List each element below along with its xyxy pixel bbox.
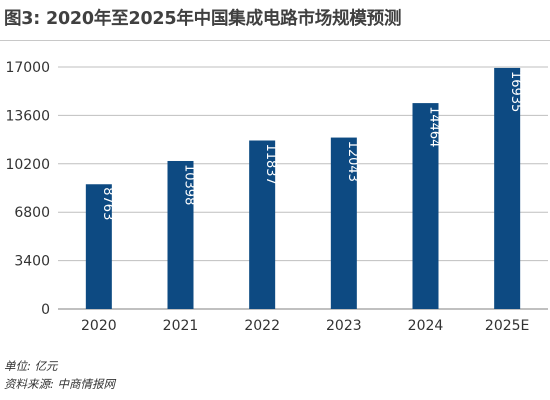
bar-value-labels: 8763 10398 11837 12043 14464 16935 xyxy=(100,71,523,220)
bar xyxy=(412,103,439,309)
x-tick-label: 2023 xyxy=(326,318,362,334)
x-tick-label: 2025E xyxy=(485,318,529,334)
x-tick-label: 2024 xyxy=(408,318,444,334)
bar-value-label: 10398 xyxy=(182,164,197,205)
bars xyxy=(85,67,521,309)
y-tick-label: 3400 xyxy=(14,254,50,270)
y-tick-label: 10200 xyxy=(5,157,50,173)
bar-value-label: 8763 xyxy=(100,187,115,220)
bar xyxy=(85,184,112,309)
bar xyxy=(167,160,194,309)
bar-value-label: 16935 xyxy=(508,71,523,112)
x-axis-ticks: 2020 2021 2022 2023 2024 2025E xyxy=(81,318,529,334)
x-tick-label: 2022 xyxy=(244,318,280,334)
bar xyxy=(494,67,521,309)
bar-value-label: 11837 xyxy=(263,143,278,184)
title-divider xyxy=(0,40,550,41)
source-note: 资料来源: 中商情报网 xyxy=(4,377,116,391)
y-tick-label: 0 xyxy=(41,302,50,318)
y-tick-label: 13600 xyxy=(5,108,50,124)
bar-value-label: 12043 xyxy=(345,141,360,182)
bar xyxy=(330,137,357,309)
y-axis-ticks: 0 3400 6800 10200 13600 17000 xyxy=(5,60,50,318)
bar-value-label: 14464 xyxy=(427,106,442,147)
unit-note: 单位: 亿元 xyxy=(4,359,58,373)
y-tick-label: 6800 xyxy=(14,205,50,221)
x-tick-label: 2021 xyxy=(163,318,199,334)
y-tick-label: 17000 xyxy=(5,60,50,76)
x-tick-label: 2020 xyxy=(81,318,117,334)
bar xyxy=(249,140,276,309)
grid-lines xyxy=(58,66,548,310)
chart-title: 图3: 2020年至2025年中国集成电路市场规模预测 xyxy=(4,9,402,29)
